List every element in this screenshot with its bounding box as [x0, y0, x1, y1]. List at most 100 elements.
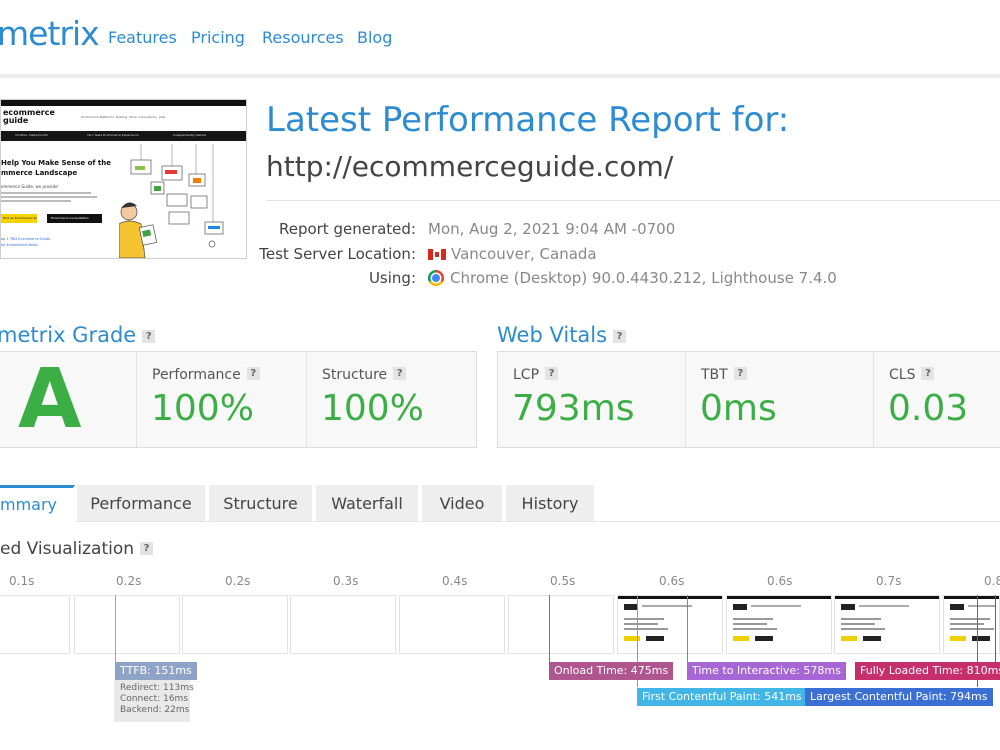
fully-loaded-marker-line [995, 595, 996, 662]
tab-structure[interactable]: Structure [209, 485, 314, 522]
nav-resources[interactable]: Resources [262, 28, 344, 47]
onload-marker[interactable]: Onload Time: 475ms [549, 662, 674, 680]
filmstrip-frame-blank[interactable] [290, 595, 396, 654]
thumb-brand: ecommerce guide [3, 108, 55, 125]
structure-help-icon[interactable]: ? [393, 367, 407, 380]
visualization-title: ed Visualization? [0, 539, 154, 559]
cls-value: 0.03 [888, 388, 969, 429]
vitals-section-title: Web Vitals? [497, 323, 627, 347]
time-label: 0.3s [333, 574, 359, 588]
nav-pricing[interactable]: Pricing [191, 28, 245, 47]
thumb-stats-bar: 10,000+ Visits/month 10+ Years Ecommerce… [1, 131, 246, 141]
visualization-help-icon[interactable]: ? [140, 542, 154, 555]
time-label: 0.7s [876, 574, 902, 588]
tbt-cell: TBT? 0ms [686, 352, 874, 447]
meta-value-generated: Mon, Aug 2, 2021 9:04 AM -0700 [428, 220, 676, 238]
tab-performance[interactable]: Performance [77, 485, 207, 522]
site-header: metrix Features Pricing Resources Blog [0, 0, 1000, 74]
thumb-menu: Ecommerce Platforms Hosting More Consult… [81, 115, 166, 119]
lcp-help-icon[interactable]: ? [545, 367, 559, 380]
time-label: 0.8 [984, 574, 1000, 588]
time-label: 0.6s [659, 574, 685, 588]
time-label: 0.1s [9, 574, 35, 588]
meta-value-location-wrap: Vancouver, Canada [428, 245, 597, 263]
tti-marker-line [687, 595, 688, 662]
grade-letter: A [18, 352, 82, 447]
lcp-marker[interactable]: Largest Contentful Paint: 794ms [805, 688, 993, 706]
lcp-value: 793ms [512, 388, 635, 429]
tab-video[interactable]: Video [422, 485, 504, 522]
time-label: 0.4s [442, 574, 468, 588]
filmstrip-frame-rendered[interactable] [726, 595, 832, 654]
filmstrip-frame-rendered[interactable] [834, 595, 940, 654]
header-divider [0, 74, 1000, 78]
ttfb-marker[interactable]: TTFB: 151ms [115, 662, 197, 680]
tab-waterfall[interactable]: Waterfall [316, 485, 420, 522]
filmstrip-frame-rendered[interactable] [617, 595, 723, 654]
thumb-yellow-button: Find an Ecommerce Platform [1, 214, 37, 223]
fully-loaded-marker[interactable]: Fully Loaded Time: 810ms [855, 662, 1000, 680]
grade-help-icon[interactable]: ? [142, 330, 156, 343]
lcp-marker-line [977, 595, 978, 687]
filmstrip-frame-blank[interactable] [399, 595, 505, 654]
nav-blog[interactable]: Blog [357, 28, 393, 47]
grade-cell: A [0, 352, 137, 447]
filmstrip-frame-blank[interactable] [74, 595, 180, 654]
performance-label-wrap: Performance? [152, 367, 260, 383]
fcp-marker-line [637, 595, 638, 687]
ttfb-breakdown: Redirect: 113ms Connect: 16ms Backend: 2… [114, 680, 194, 722]
tabs-underline [75, 521, 1000, 522]
report-title: Latest Performance Report for: [266, 100, 790, 140]
tab-summary[interactable]: mmary [0, 485, 75, 522]
time-label: 0.2s [116, 574, 142, 588]
ttfb-marker-line [115, 595, 116, 664]
thumb-dark-button: Ecommerce Consultation [47, 214, 102, 223]
meta-value-using-wrap: Chrome (Desktop) 90.0.4430.212, Lighthou… [428, 269, 837, 287]
meta-label-using: Using: [368, 269, 416, 287]
report-divider [266, 200, 1000, 201]
filmstrip-frame-blank[interactable] [508, 595, 614, 654]
meta-value-using: Chrome (Desktop) 90.0.4430.212, Lighthou… [450, 269, 837, 287]
site-logo[interactable]: metrix [0, 14, 100, 53]
meta-label-generated: Report generated: [278, 220, 416, 238]
lcp-cell: LCP? 793ms [498, 352, 686, 447]
structure-value: 100% [321, 388, 424, 429]
tab-history[interactable]: History [506, 485, 596, 522]
cls-help-icon[interactable]: ? [921, 367, 935, 380]
structure-label-wrap: Structure? [322, 367, 407, 383]
vitals-help-icon[interactable]: ? [613, 330, 627, 343]
tbt-help-icon[interactable]: ? [733, 367, 747, 380]
performance-cell: Performance? 100% [137, 352, 307, 447]
structure-cell: Structure? 100% [307, 352, 477, 447]
thumb-footer-links: op 1 TBD Ecommerce Guide ad Ecommerce Ne… [1, 237, 51, 247]
filmstrip-frame-blank[interactable] [0, 595, 70, 654]
thumb-sub: ommerce Guide, we provide: [1, 184, 59, 189]
fcp-marker[interactable]: First Contentful Paint: 541ms [637, 688, 807, 706]
tbt-value: 0ms [700, 388, 777, 429]
site-screenshot-thumbnail[interactable]: ecommerce guide Ecommerce Platforms Host… [0, 99, 247, 259]
cls-cell: CLS? 0.03 [874, 352, 1000, 447]
time-label: 0.6s [767, 574, 793, 588]
lcp-label-wrap: LCP? [513, 367, 559, 383]
canada-flag-icon [428, 249, 446, 260]
chrome-icon [428, 270, 444, 286]
filmstrip-frame-blank[interactable] [182, 595, 288, 654]
filmstrip-frame-rendered[interactable] [943, 595, 1000, 654]
performance-value: 100% [151, 388, 254, 429]
meta-value-location: Vancouver, Canada [451, 245, 597, 263]
grade-section-title: metrix Grade? [0, 323, 156, 347]
nav-features[interactable]: Features [108, 28, 177, 47]
report-url[interactable]: http://ecommerceguide.com/ [266, 150, 674, 183]
time-label: 0.2s [225, 574, 251, 588]
time-label: 0.5s [550, 574, 576, 588]
onload-marker-line [549, 595, 550, 662]
performance-help-icon[interactable]: ? [246, 367, 260, 380]
cls-label-wrap: CLS? [889, 367, 935, 383]
meta-label-location: Test Server Location: [259, 245, 416, 263]
vitals-card: LCP? 793ms TBT? 0ms CLS? 0.03 [497, 351, 1000, 448]
thumb-illustration [119, 144, 224, 258]
grade-card: A Performance? 100% Structure? 100% [0, 351, 477, 448]
tbt-label-wrap: TBT? [701, 367, 747, 383]
thumb-headline: Help You Make Sense of the mmerce Landsc… [1, 159, 111, 177]
tti-marker[interactable]: Time to Interactive: 578ms [687, 662, 846, 680]
